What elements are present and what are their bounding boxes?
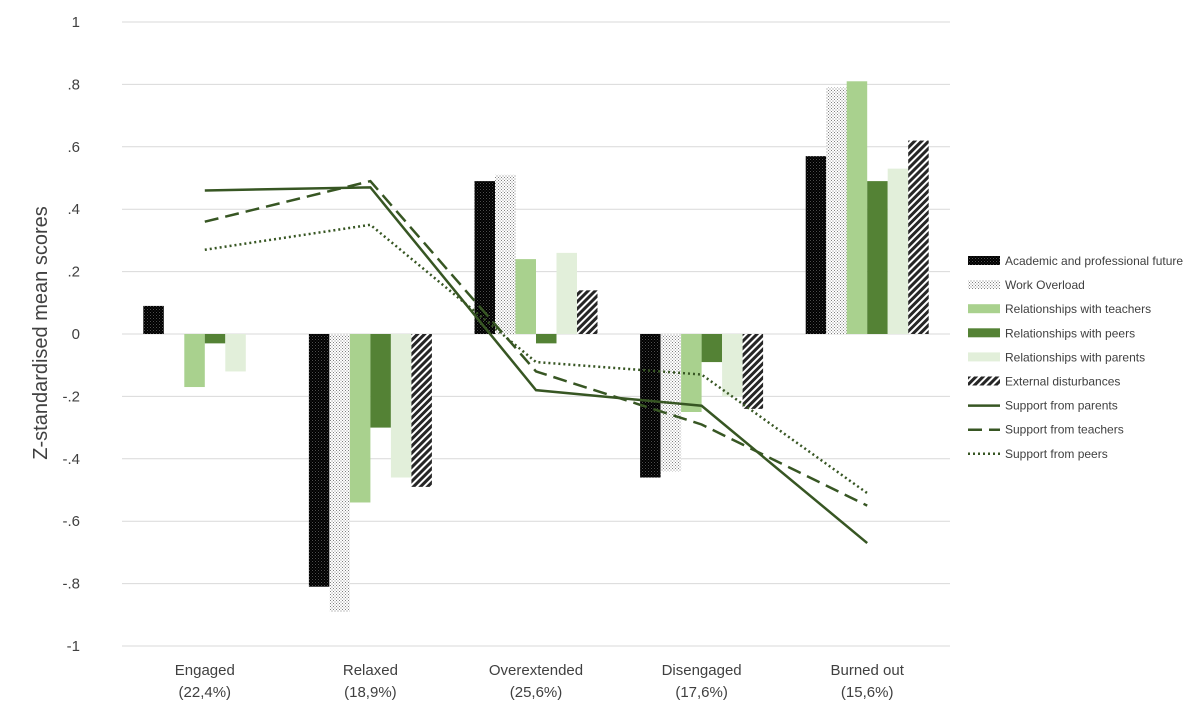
legend-label: Relationships with parents	[1005, 350, 1145, 364]
bar	[722, 334, 743, 397]
legend-label: External disturbances	[1005, 375, 1120, 389]
legend-label: Support from peers	[1005, 447, 1108, 461]
legend-item: Work Overload	[968, 278, 1085, 292]
y-tick-label: -.8	[62, 576, 80, 593]
legend-item: Academic and professional future	[968, 254, 1183, 268]
bar	[805, 156, 827, 334]
y-tick-label: .4	[67, 201, 80, 218]
x-tick-label: Disengaged	[662, 662, 742, 679]
bar	[826, 87, 847, 335]
x-tick-label: (25,6%)	[510, 684, 563, 701]
y-tick-label: .8	[67, 76, 80, 93]
legend-item: Relationships with peers	[968, 326, 1135, 340]
x-tick-label: (15,6%)	[841, 684, 894, 701]
bar	[681, 334, 702, 412]
y-tick-label: -1	[67, 638, 80, 655]
bar	[536, 334, 557, 344]
x-tick-label: Burned out	[831, 662, 905, 679]
bar	[640, 334, 661, 478]
y-tick-label: -.2	[62, 388, 80, 405]
bar	[308, 334, 330, 587]
legend-item: Support from parents	[968, 399, 1118, 413]
bar	[908, 140, 929, 334]
y-tick-label: .2	[67, 264, 80, 281]
bar	[390, 334, 412, 478]
y-tick-label: 1	[72, 14, 80, 31]
bar	[556, 252, 577, 334]
bar	[329, 334, 350, 612]
legend-item: Support from teachers	[968, 423, 1124, 437]
bar	[349, 334, 371, 503]
bar	[225, 334, 246, 372]
series-line	[204, 186, 868, 545]
legend-swatch	[968, 304, 1000, 314]
bar	[143, 305, 164, 334]
x-tick-label: (17,6%)	[675, 684, 728, 701]
bar	[184, 334, 205, 388]
legend-swatch	[968, 376, 1000, 386]
legend-swatch	[968, 352, 1000, 362]
bar	[887, 168, 909, 334]
x-tick-label: Relaxed	[343, 662, 398, 679]
legend-label: Support from parents	[1005, 399, 1118, 413]
y-tick-label: -.4	[62, 451, 80, 468]
legend-label: Relationships with teachers	[1005, 302, 1151, 316]
y-tick-label: -.6	[62, 513, 80, 530]
bar	[742, 334, 764, 409]
legend-swatch	[968, 328, 1000, 338]
legend-label: Academic and professional future	[1005, 254, 1183, 268]
series-line	[204, 179, 868, 507]
x-tick-label: (18,9%)	[344, 684, 397, 701]
legend-swatch	[968, 280, 1000, 290]
legend-item: Relationships with teachers	[968, 302, 1151, 316]
y-axis-label: Z-standardised mean scores	[30, 206, 52, 459]
x-axis-ticks: Engaged (22,4%) Relaxed (18,9%) Overextended…	[175, 662, 905, 701]
bar	[846, 81, 868, 334]
series-line	[204, 223, 868, 495]
legend-item: External disturbances	[968, 375, 1120, 389]
legend-label: Support from teachers	[1005, 423, 1124, 437]
x-tick-label: Engaged	[175, 662, 235, 679]
bar	[370, 334, 391, 428]
bar	[474, 181, 495, 334]
y-tick-label: .6	[67, 139, 80, 156]
legend: Academic and professional future Work Ove…	[968, 254, 1183, 461]
bar	[577, 290, 598, 334]
bar	[411, 334, 432, 487]
bar	[701, 334, 723, 363]
legend-label: Work Overload	[1005, 278, 1085, 292]
bar	[204, 334, 226, 344]
bar	[515, 259, 536, 334]
x-tick-label: Overextended	[489, 662, 583, 679]
bars	[143, 81, 929, 612]
y-tick-label: 0	[72, 326, 80, 343]
bar	[495, 174, 516, 334]
y-axis-ticks: 1 .8 .6 .4 .2 0 -.2 -.4 -.6 -.8 -1	[62, 14, 80, 655]
x-tick-label: (22,4%)	[179, 684, 232, 701]
legend-item: Relationships with parents	[968, 350, 1145, 364]
legend-item: Support from peers	[968, 447, 1108, 461]
bar	[867, 181, 888, 334]
legend-label: Relationships with peers	[1005, 326, 1135, 340]
lines	[204, 179, 868, 545]
legend-swatch	[968, 256, 1000, 265]
